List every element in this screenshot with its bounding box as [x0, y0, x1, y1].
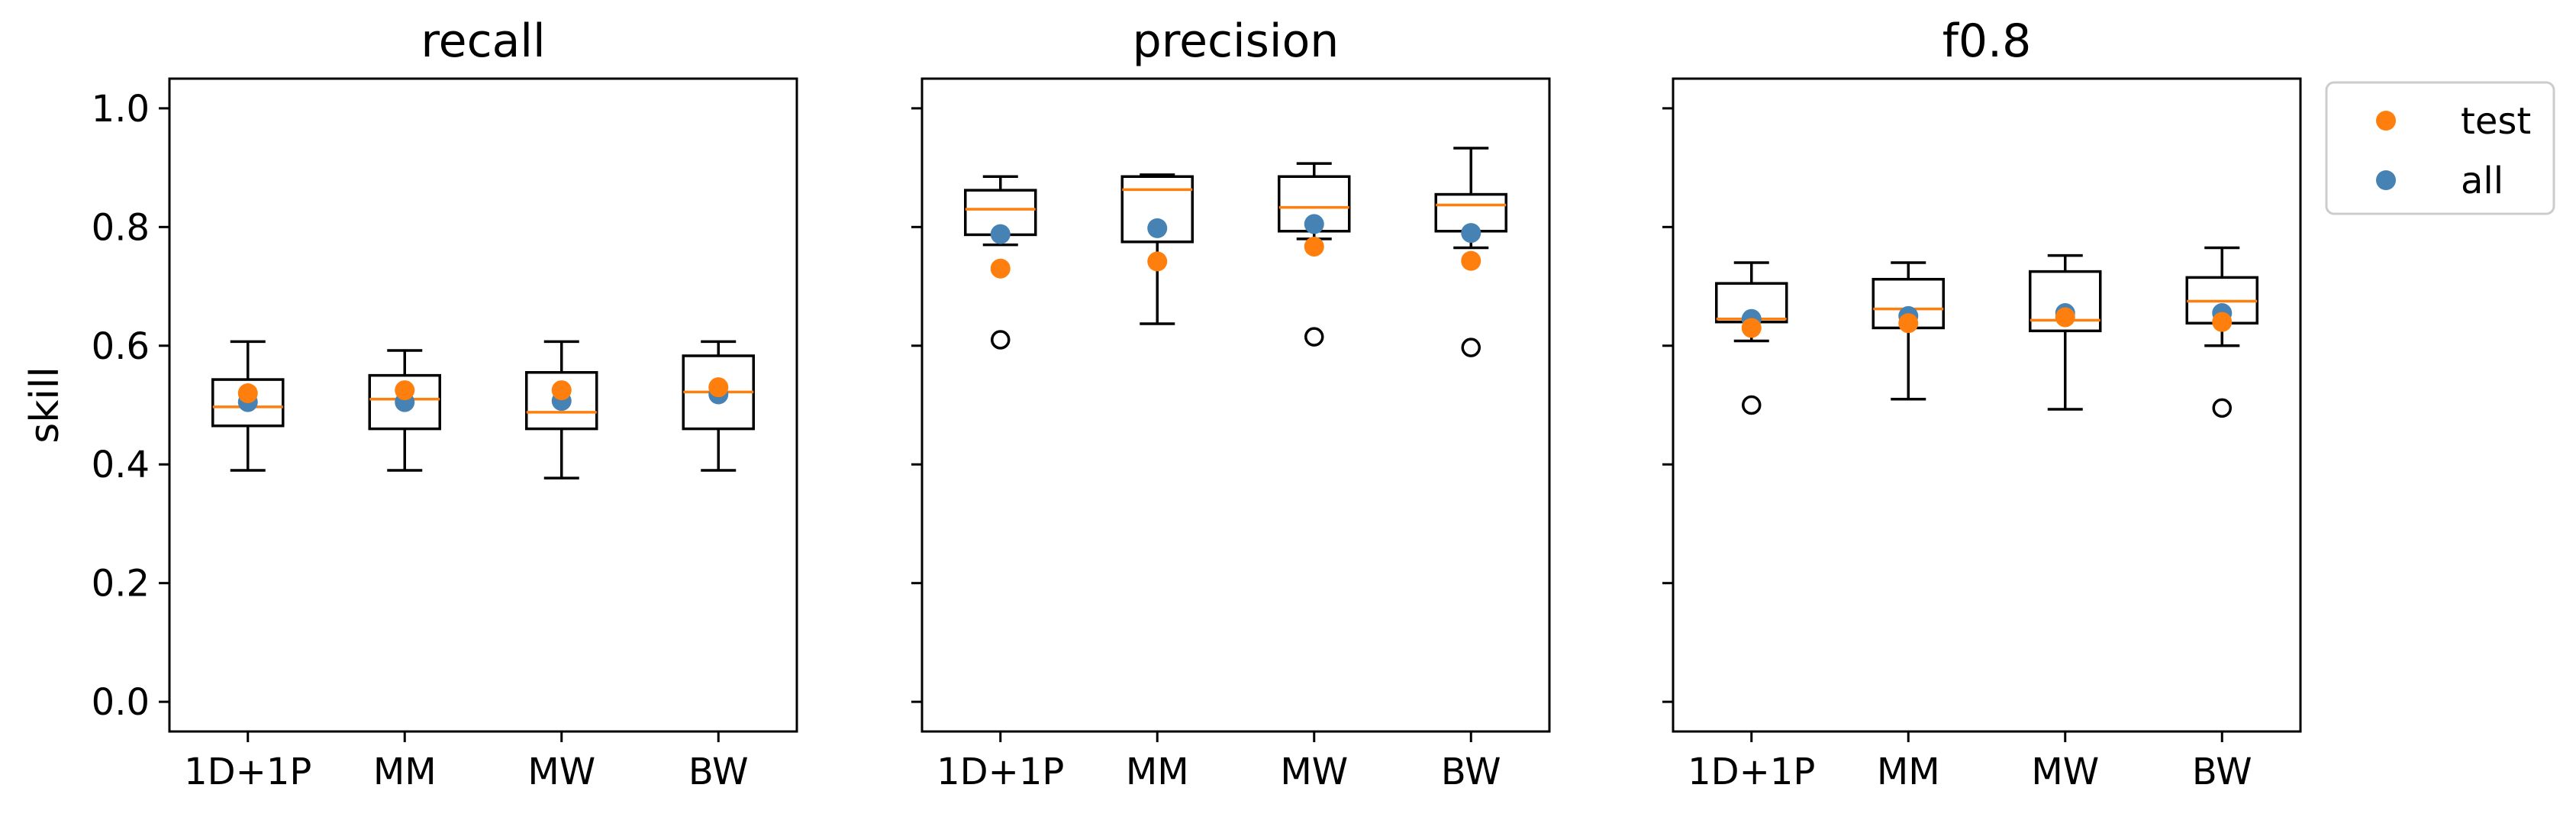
box-1D+1P [1715, 261, 1788, 415]
legend-marker-all [2376, 170, 2396, 190]
box-1D+1P [211, 340, 285, 472]
x-tick-label: BW [1441, 751, 1501, 793]
plot-frame [1672, 77, 2302, 733]
x-tick-label: BW [2192, 751, 2252, 793]
plot-frame [920, 77, 1551, 733]
y-tick-label: 0.4 [92, 444, 150, 486]
y-tick-label: 1.0 [92, 88, 150, 131]
box-iqr [525, 371, 598, 431]
y-tick-label: 0.2 [92, 563, 150, 605]
panel-title: precision [1133, 15, 1340, 68]
box-MW [2029, 253, 2102, 411]
test-point [1304, 236, 1324, 257]
outlier-point [1461, 337, 1481, 357]
y-tick-label: 0.0 [92, 681, 150, 724]
x-tick-label: MW [527, 751, 595, 793]
legend: test all [2325, 81, 2555, 215]
panel-title: f0.8 [1942, 15, 2032, 68]
test-point [2055, 307, 2075, 328]
outlier-point [2212, 398, 2232, 418]
panel-title: recall [421, 15, 545, 68]
box-1D+1P [964, 175, 1037, 350]
box-MW [1278, 162, 1351, 347]
x-tick-label: 1D+1P [184, 751, 311, 793]
x-tick-label: MM [1877, 751, 1940, 793]
y-tick-label: 0.8 [92, 206, 150, 249]
box-iqr [211, 378, 285, 428]
plot-frame [168, 77, 798, 733]
test-point [1898, 313, 1919, 334]
panel-2: precision 1D+1P MM MW BW [911, 15, 1551, 793]
test-point [708, 377, 729, 398]
x-tick-label: MM [373, 751, 437, 793]
legend-marker-test [2376, 111, 2396, 131]
test-point [1461, 250, 1481, 271]
test-point [2212, 312, 2233, 332]
panel-3: f0.8 1D+1P MM MW BW [1662, 15, 2302, 793]
all-point [1304, 214, 1324, 234]
box-MW [525, 340, 598, 480]
outlier-point [1304, 327, 1324, 347]
x-tick-label: 1D+1P [937, 751, 1064, 793]
test-point [551, 380, 572, 401]
outlier-point [991, 330, 1011, 350]
outlier-point [1742, 395, 1762, 415]
all-point [990, 224, 1011, 244]
x-tick-label: BW [688, 751, 749, 793]
box-iqr [1120, 175, 1194, 244]
x-tick-label: MW [2031, 751, 2099, 793]
x-tick-label: MW [1280, 751, 1348, 793]
legend-label-test: test [2461, 100, 2531, 143]
box-iqr [368, 373, 441, 431]
test-point [1147, 251, 1168, 272]
x-tick-label: 1D+1P [1688, 751, 1815, 793]
all-point [1147, 218, 1168, 238]
box-MM [1120, 173, 1194, 325]
y-tick-label: 0.6 [92, 325, 150, 368]
box-MM [1872, 261, 1945, 401]
box-BW [2185, 246, 2258, 418]
box-MM [368, 349, 441, 472]
box-BW [682, 340, 755, 472]
legend-label-all: all [2461, 160, 2503, 202]
box-iqr [2029, 270, 2102, 333]
test-point [990, 258, 1011, 279]
test-point [1741, 318, 1762, 338]
all-point [1461, 223, 1481, 244]
test-point [395, 380, 415, 401]
chart-panels: recall 0.0 0.2 0.4 0.6 0.8 1.0 skill 1D+1P MM MW BW… [22, 15, 2302, 793]
test-point [237, 383, 258, 403]
panel-1: recall 0.0 0.2 0.4 0.6 0.8 1.0 skill 1D+1P MM MW BW [22, 15, 798, 793]
x-tick-label: MM [1126, 751, 1189, 793]
box-BW [1434, 147, 1507, 357]
y-axis-label: skill [22, 367, 68, 444]
